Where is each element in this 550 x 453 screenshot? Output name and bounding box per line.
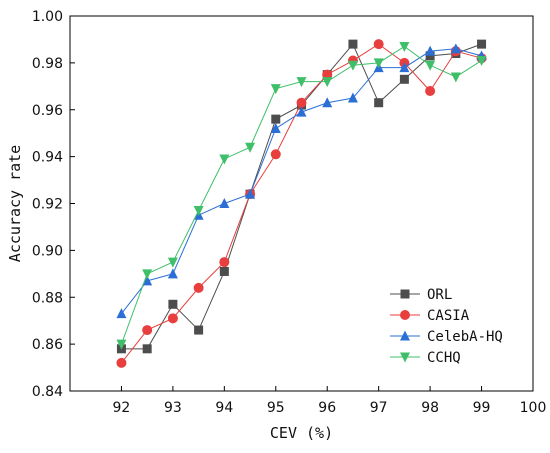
x-tick-label: 97 <box>370 400 388 416</box>
data-point-cchq <box>167 257 178 268</box>
x-tick-label: 94 <box>215 400 233 416</box>
data-point-celeba-hq <box>399 62 410 73</box>
data-point-cchq <box>245 142 256 153</box>
data-point-celeba-hq <box>322 97 333 108</box>
legend-label-casia: CASIA <box>427 308 470 324</box>
y-tick-label: 0.84 <box>32 384 63 400</box>
y-axis-title: Accuracy rate <box>6 145 24 262</box>
data-point-celeba-hq <box>347 92 358 103</box>
data-point-orl <box>425 51 435 61</box>
x-tick-label: 99 <box>473 400 491 416</box>
x-tick-label: 95 <box>267 400 285 416</box>
y-tick-label: 1.00 <box>32 9 63 25</box>
data-point-orl <box>348 39 358 49</box>
data-point-casia <box>167 313 178 324</box>
y-axis-title-wrap: Accuracy rate <box>6 145 24 262</box>
data-point-casia <box>373 39 384 50</box>
data-point-celeba-hq <box>450 43 461 54</box>
data-point-orl <box>142 344 152 354</box>
data-point-casia <box>296 97 307 108</box>
data-point-cchq <box>219 154 230 165</box>
data-point-casia <box>270 149 281 160</box>
legend-marker-celeba-hq <box>400 330 410 341</box>
data-point-orl <box>374 98 384 108</box>
data-point-casia <box>322 69 333 80</box>
data-point-casia <box>193 282 204 293</box>
data-point-cchq <box>270 84 281 95</box>
legend-label-orl: ORL <box>427 287 452 303</box>
data-point-celeba-hq <box>270 123 281 133</box>
data-point-cchq <box>322 77 333 88</box>
legend: ORL CASIA CelebA-HQ CCHQ <box>390 287 503 366</box>
y-tick-label: 0.92 <box>32 197 63 213</box>
x-tick-label: 100 <box>520 400 547 416</box>
data-point-cchq <box>296 77 307 88</box>
data-point-orl <box>168 299 178 309</box>
x-tick-label: 92 <box>113 400 131 416</box>
x-tick-label: 93 <box>164 400 182 416</box>
data-point-casia <box>425 86 436 96</box>
data-point-orl <box>271 114 281 124</box>
data-point-cchq <box>425 60 436 71</box>
data-point-cchq <box>476 56 487 67</box>
y-tick-label: 0.86 <box>32 337 63 353</box>
y-tick-label: 0.90 <box>32 243 63 259</box>
data-point-cchq <box>193 206 204 217</box>
data-point-orl <box>477 39 487 49</box>
data-point-celeba-hq <box>116 308 127 319</box>
x-tick-label: 98 <box>421 400 439 416</box>
data-point-celeba-hq <box>167 268 178 279</box>
y-tick-label: 0.88 <box>32 290 63 306</box>
data-point-orl <box>194 325 204 335</box>
plot-area: 0.84 0.86 0.88 0.90 0.92 0.94 0.96 0.98 1.00 92 93… <box>32 9 547 416</box>
legend-marker-casia <box>400 310 410 320</box>
data-point-cchq <box>450 72 461 83</box>
data-point-cchq <box>116 339 127 350</box>
data-point-celeba-hq <box>219 198 230 208</box>
data-point-celeba-hq <box>245 188 256 199</box>
data-point-casia <box>142 325 153 336</box>
data-point-celeba-hq <box>142 275 153 286</box>
data-point-celeba-hq <box>425 45 436 56</box>
legend-label-cchq: CCHQ <box>427 350 461 366</box>
y-tick-label: 0.94 <box>32 150 63 166</box>
data-point-cchq <box>399 41 410 52</box>
y-tick-label: 0.96 <box>32 103 63 119</box>
legend-marker-orl <box>400 289 410 299</box>
data-point-orl <box>399 74 409 84</box>
data-point-casia <box>116 357 127 368</box>
legend-marker-cchq <box>400 352 410 363</box>
data-point-orl <box>219 266 229 276</box>
x-tick-label: 96 <box>318 400 336 416</box>
data-point-cchq <box>347 60 358 71</box>
data-point-cchq <box>142 269 153 280</box>
data-point-celeba-hq <box>296 106 307 117</box>
x-axis-title: CEV (%) <box>270 424 333 442</box>
data-point-cchq <box>373 58 384 69</box>
y-tick-label: 0.98 <box>32 56 63 72</box>
data-point-casia <box>219 257 230 268</box>
legend-label-celeba-hq: CelebA-HQ <box>427 329 503 345</box>
